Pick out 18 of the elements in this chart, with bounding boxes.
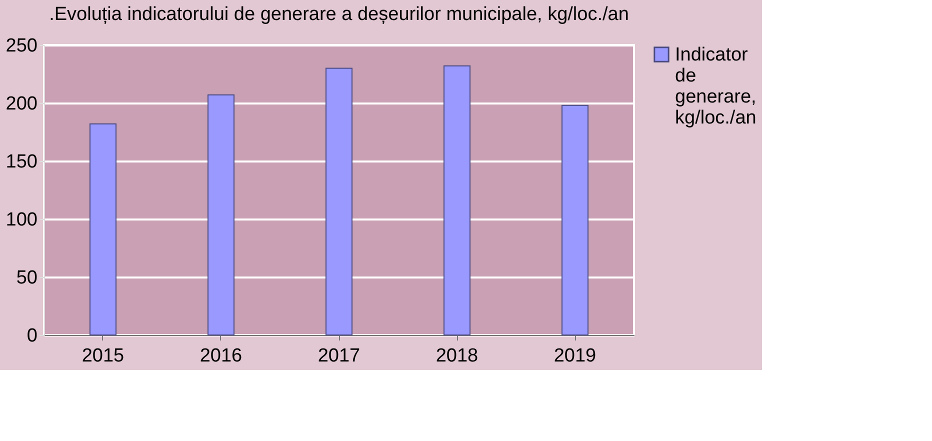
- x-tick-label: 2015: [82, 346, 124, 366]
- y-tick-label: 50: [16, 268, 38, 288]
- bar: [90, 123, 116, 336]
- x-tick-label: 2016: [200, 346, 242, 366]
- bar: [326, 68, 352, 336]
- x-tick-label: 2017: [318, 346, 360, 366]
- legend-label: Indicator de generare, kg/loc./an: [675, 44, 756, 128]
- bar: [562, 104, 588, 336]
- chart-title: .Evoluția indicatorului de generare a deșeurilor municipale, kg/loc./an: [49, 4, 629, 25]
- y-tick-label: 200: [6, 94, 38, 114]
- x-tick-label: 2018: [436, 346, 478, 366]
- bar: [208, 94, 234, 336]
- y-tick-label: 0: [26, 326, 38, 346]
- y-tick-label: 100: [6, 210, 38, 230]
- bar: [444, 65, 470, 336]
- y-tick-label: 150: [6, 152, 38, 172]
- y-tick-label: 250: [6, 36, 38, 56]
- x-tick-label: 2019: [554, 346, 596, 366]
